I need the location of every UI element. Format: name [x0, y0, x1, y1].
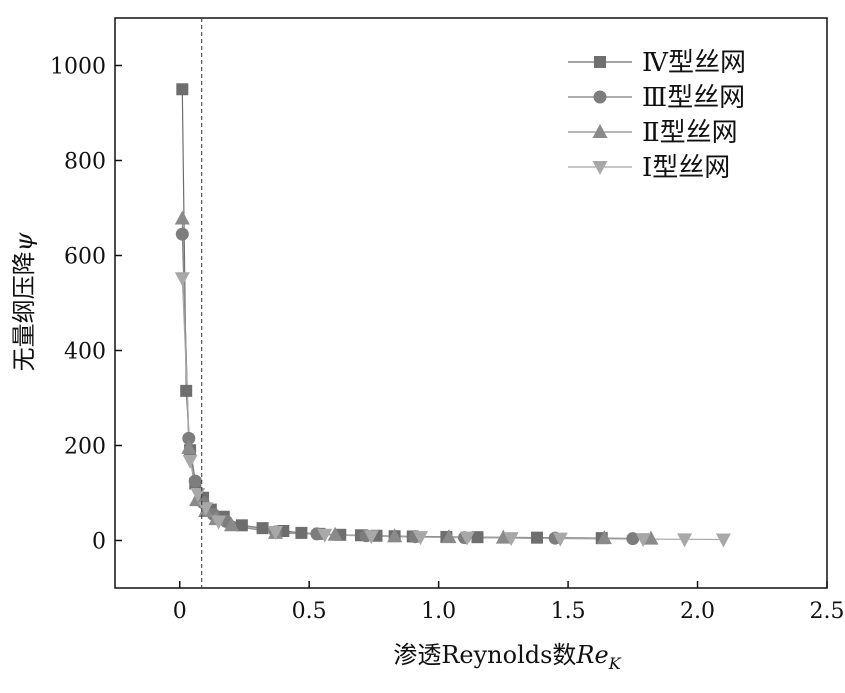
axes: 0 0.5 1.0 1.5 2.0 2.5 0 200 400 600 800 1000 [50, 17, 845, 624]
series-i-point-10 [503, 532, 519, 547]
series-ii-point-11 [596, 530, 612, 545]
series-i-point-2 [190, 487, 206, 502]
legend-marker-2 [592, 124, 608, 138]
x-tick-label-4: 2.0 [680, 599, 715, 624]
y-tick-label-0: 0 [92, 530, 106, 555]
series-iv-point-7 [235, 519, 248, 532]
series-ii-point-12 [643, 530, 659, 545]
y-tick-label-2: 400 [64, 340, 106, 365]
series-ii-point-1 [181, 439, 197, 454]
series-i-point-4 [211, 515, 227, 530]
series-i-point-7 [363, 530, 379, 545]
series-ii-point-7 [327, 526, 343, 541]
series-i-line [181, 278, 724, 541]
series-iv-point-18 [471, 531, 484, 544]
series-iii-point-12 [626, 532, 640, 546]
legend-label-1: Ⅲ型丝网 [642, 83, 745, 113]
series-i-point-3 [198, 502, 214, 517]
y-tick-label-1: 200 [64, 435, 106, 460]
x-tick-label-0: 0 [173, 599, 187, 624]
x-tick-label-3: 1.5 [551, 599, 586, 624]
x-tick-label-1: 0.5 [292, 599, 327, 624]
series-ii-point-10 [495, 529, 511, 544]
series-iii-point-0 [175, 227, 189, 241]
series-i-point-5 [268, 525, 284, 540]
series-iv-point-1 [180, 384, 193, 397]
legend: Ⅳ型丝网 Ⅲ型丝网 Ⅱ型丝网 Ⅰ型丝网 [568, 48, 746, 183]
legend-label-3: Ⅰ型丝网 [642, 153, 730, 183]
series-iii-point-2 [188, 474, 202, 488]
series-i-point-12 [635, 533, 651, 548]
series-i-point-14 [715, 533, 731, 548]
y-tick-label-3: 600 [64, 245, 106, 270]
series-ii-point-5 [224, 517, 240, 532]
legend-label-2: Ⅱ型丝网 [642, 118, 738, 148]
x-tick-label-2: 1.0 [421, 599, 456, 624]
series-i-point-9 [459, 531, 475, 546]
x-axis-label: 渗透Reynolds数ReK [393, 641, 621, 673]
series-iv-line [181, 89, 602, 539]
series-ii-point-0 [174, 210, 190, 225]
legend-marker-1 [593, 90, 607, 104]
series-i-point-0 [174, 272, 190, 287]
series-iii-point-1 [182, 431, 196, 445]
series-ii-point-9 [441, 529, 457, 544]
y-axis-label: 无量纲压降ψ [10, 231, 38, 371]
series-ii-point-8 [387, 528, 403, 543]
series-i-point-6 [317, 528, 333, 543]
y-tick-label-5: 1000 [50, 55, 106, 80]
series-iii-line [181, 234, 633, 540]
series-i-point-8 [413, 531, 429, 546]
series-iv-point-8 [256, 522, 269, 535]
legend-marker-0 [594, 56, 606, 68]
y-tick-label-4: 800 [64, 150, 106, 175]
series-i-point-13 [677, 533, 693, 548]
legend-marker-3 [592, 161, 608, 175]
series-iv-point-19 [531, 531, 544, 544]
series-iv-point-10 [295, 526, 308, 539]
series-i-point-11 [552, 532, 568, 547]
legend-label-0: Ⅳ型丝网 [642, 48, 746, 78]
x-tick-label-5: 2.5 [810, 599, 845, 624]
plot-frame [114, 17, 828, 589]
series-ii-line [181, 218, 651, 540]
series-i-point-1 [182, 454, 198, 469]
plot-area [174, 83, 731, 548]
series-iv-point-0 [176, 83, 189, 96]
